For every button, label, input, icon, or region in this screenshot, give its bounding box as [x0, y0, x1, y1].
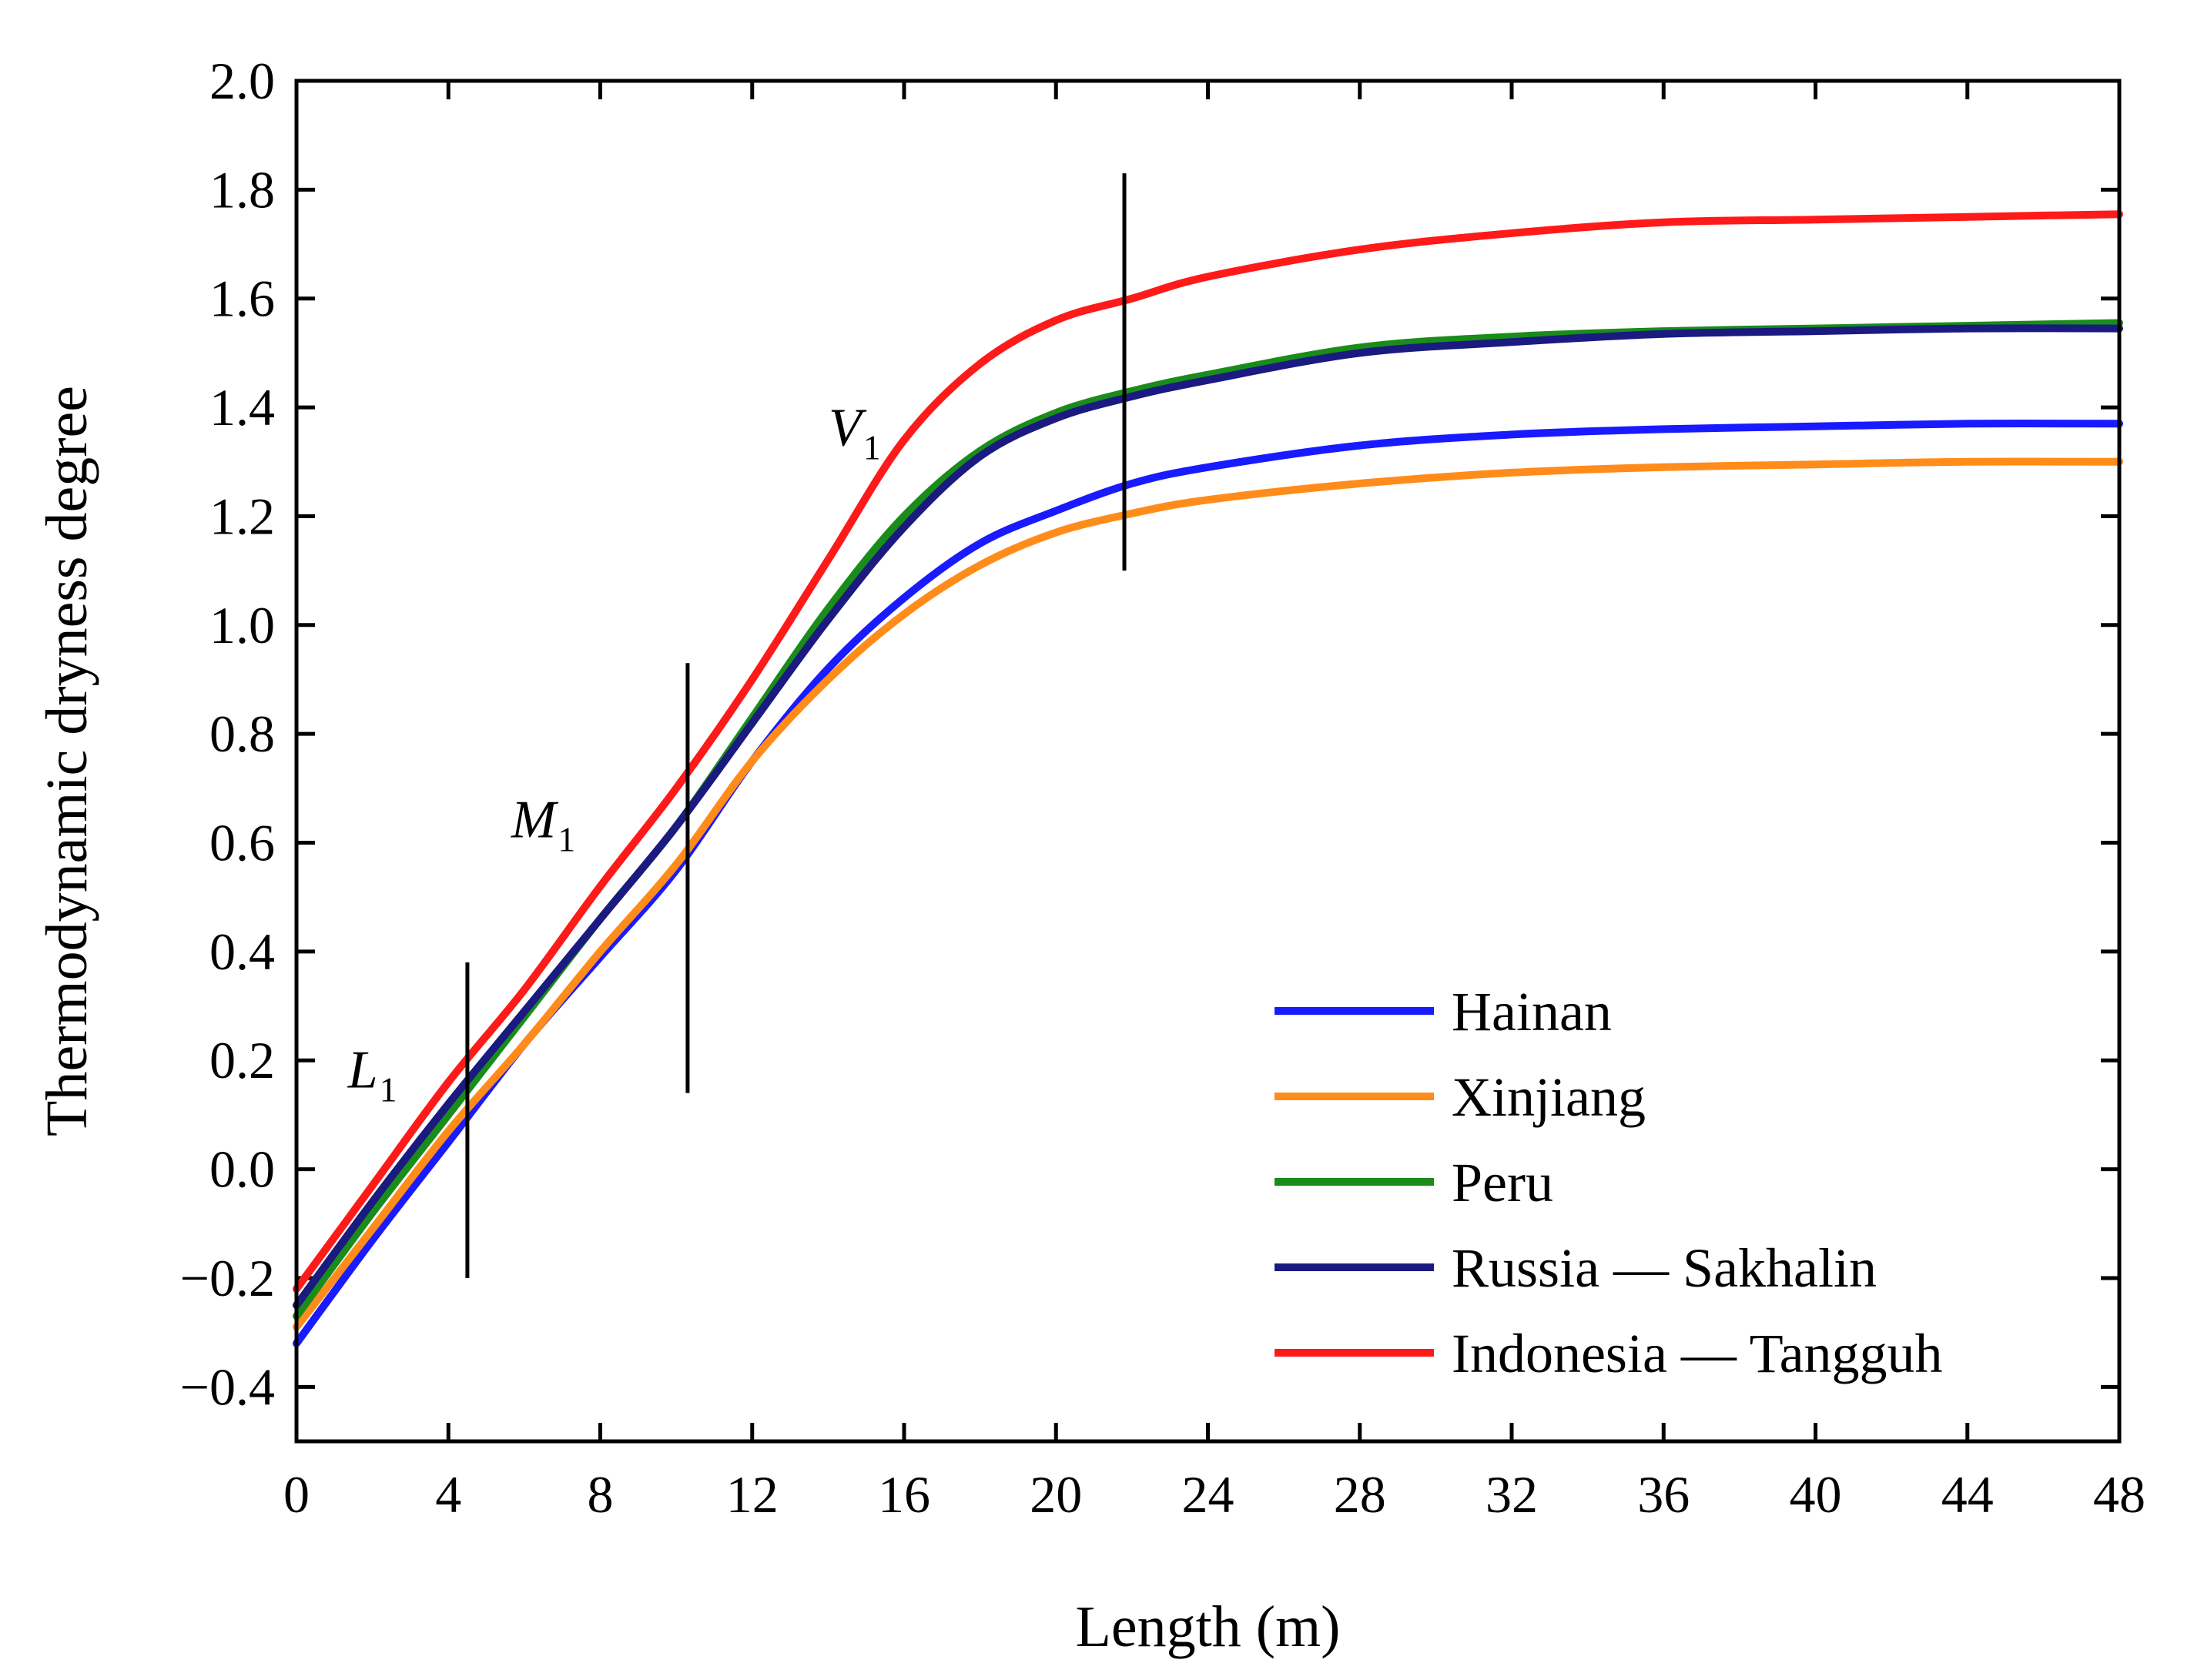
- x-tick-label: 40: [1790, 1465, 1842, 1524]
- legend-label-4: Indonesia — Tangguh: [1452, 1323, 1943, 1384]
- region-label-2: V1: [829, 399, 881, 467]
- y-tick-label: 1.2: [209, 487, 275, 545]
- x-tick-label: 44: [1941, 1465, 1994, 1524]
- y-tick-label: 0.4: [209, 922, 275, 981]
- series-line-4: [293, 210, 2123, 1293]
- x-tick-label: 28: [1334, 1465, 1386, 1524]
- y-tick-label: 1.4: [209, 378, 275, 437]
- y-tick-label: 1.6: [209, 269, 275, 328]
- series-line-1: [293, 457, 2123, 1331]
- legend-label-2: Peru: [1452, 1152, 1553, 1213]
- x-tick-label: 32: [1486, 1465, 1538, 1524]
- region-label-0: L1: [347, 1041, 397, 1109]
- y-tick-label: 1.0: [209, 596, 275, 654]
- legend-label-1: Xinjiang: [1452, 1066, 1646, 1128]
- region-label-1: M1: [511, 790, 575, 858]
- x-tick-label: 24: [1182, 1465, 1234, 1524]
- region-annotations: L1 M1 V1: [347, 399, 881, 1109]
- x-tick-label: 8: [588, 1465, 614, 1524]
- y-tick-label: 0.6: [209, 814, 275, 872]
- x-axis-title: Length (m): [1075, 1595, 1340, 1659]
- y-tick-label: 2.0: [209, 52, 275, 110]
- x-tick-label: 16: [878, 1465, 930, 1524]
- x-tick-label: 12: [726, 1465, 779, 1524]
- legend-label-3: Russia — Sakhalin: [1452, 1237, 1877, 1299]
- y-tick-label: 0.0: [209, 1140, 275, 1199]
- plot-area-frame: [294, 79, 2122, 1444]
- x-tick-label: 4: [435, 1465, 461, 1524]
- y-tick-label: 1.8: [209, 160, 275, 219]
- legend-label-0: Hainan: [1452, 981, 1612, 1042]
- x-tick-label: 0: [283, 1465, 310, 1524]
- region-markers: [465, 173, 1127, 1278]
- y-tick-label: 0.2: [209, 1031, 275, 1089]
- y-tick-label: −0.4: [180, 1357, 275, 1416]
- x-tick-label: 48: [2093, 1465, 2145, 1524]
- y-axis-title: Thermodynamic dryness degree: [35, 386, 99, 1136]
- series-line-0: [293, 420, 2123, 1347]
- x-tick-label: 20: [1030, 1465, 1082, 1524]
- legend: Hainan Xinjiang Peru Russia — Sakhalin Indon…: [1275, 981, 1943, 1384]
- series-lines: [293, 210, 2123, 1347]
- y-tick-label: 0.8: [209, 704, 275, 763]
- axis-ticks: 0 4 8 12 16 20 24 28 32 36 40 44 48−0.4−0.20.00.20.4…: [180, 52, 2145, 1524]
- y-tick-label: −0.2: [180, 1249, 275, 1307]
- series-line-3: [293, 324, 2123, 1310]
- x-tick-label: 36: [1637, 1465, 1690, 1524]
